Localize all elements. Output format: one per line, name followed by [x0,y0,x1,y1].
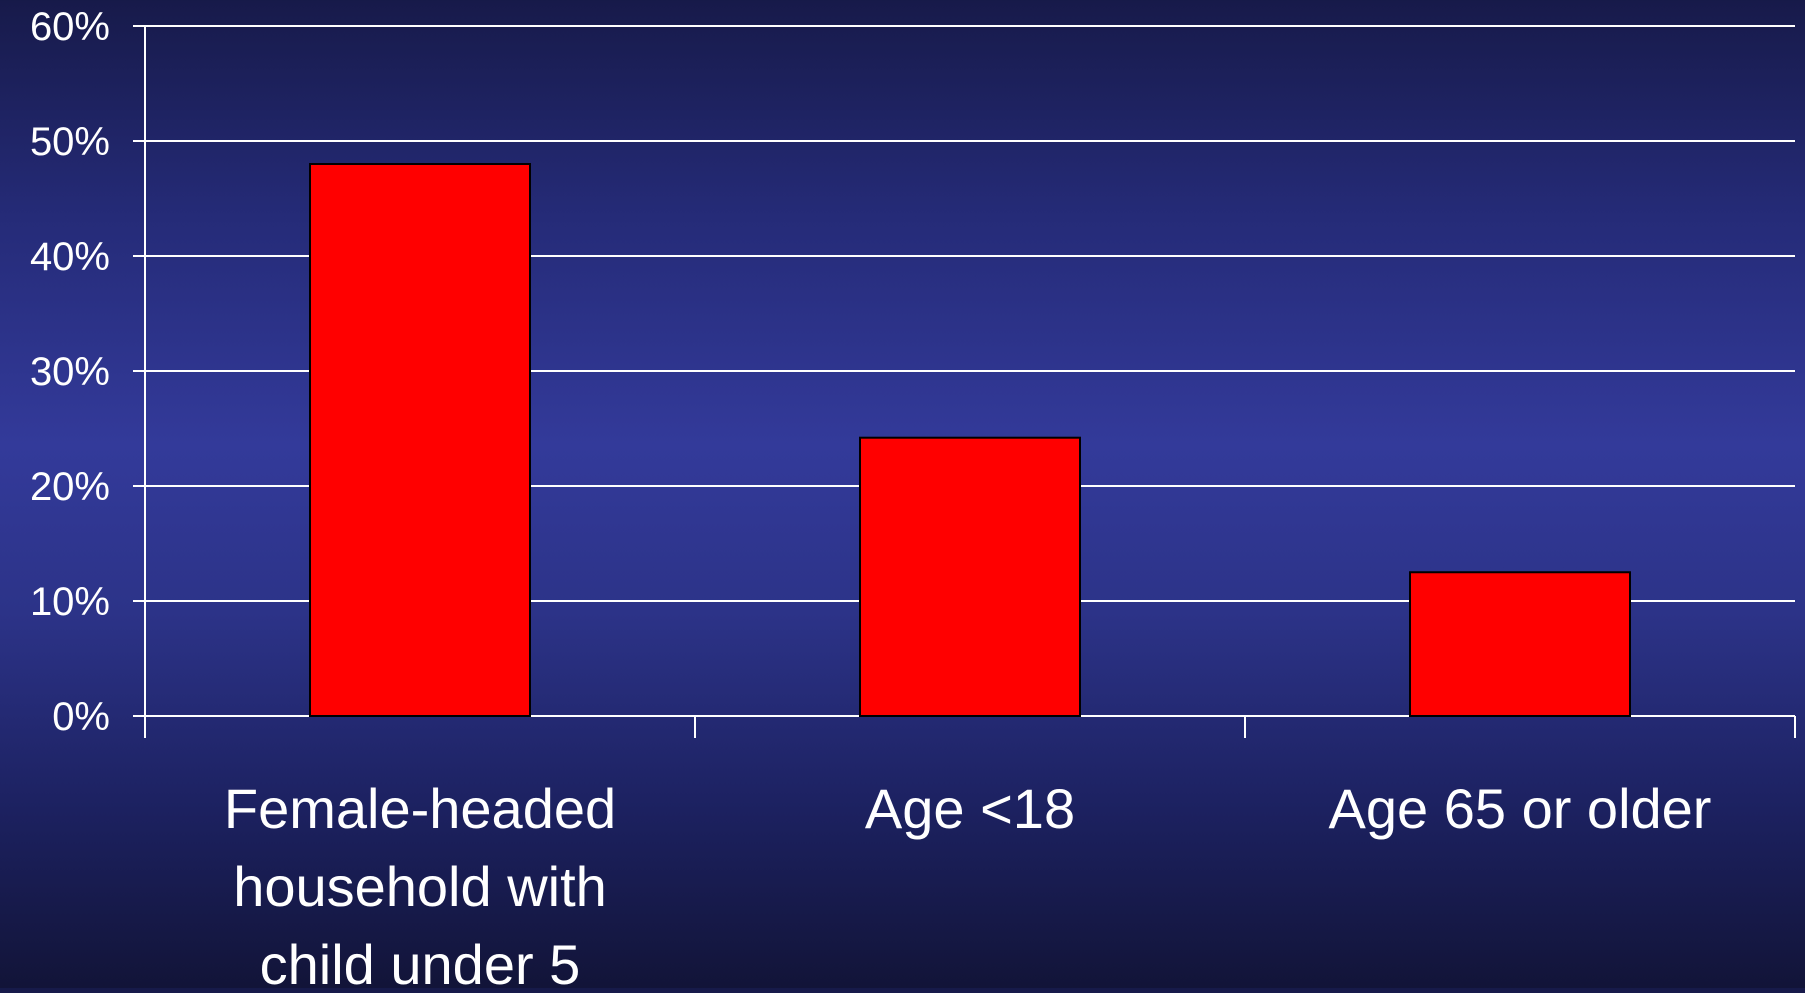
y-tick-label: 10% [30,580,110,624]
bar [1409,571,1631,717]
category-label: Female-headed household with child under 5 [224,777,616,993]
y-tick-label: 40% [30,235,110,279]
category-label-line: child under 5 [260,933,581,988]
bar [309,163,531,717]
y-tick-label: 60% [30,5,110,49]
category-label-line: Age <18 [865,777,1075,840]
y-tick-label: 0% [52,695,110,739]
bars [309,163,1631,717]
category-label: Age 65 or older [1329,777,1712,840]
y-tick-label: 50% [30,120,110,164]
category-label-line: Female-headed [224,777,616,840]
y-tick-label: 20% [30,465,110,509]
category-label: Age <18 [865,777,1075,840]
category-labels: Female-headed household with child under 5… [224,777,1712,993]
category-label-line: household with [233,855,607,918]
y-tick-labels: 0% 10% 20% 30% 40% 50% 60% [30,5,110,739]
bar [859,436,1081,717]
y-tick-label: 30% [30,350,110,394]
category-label-line: Age 65 or older [1329,777,1712,840]
